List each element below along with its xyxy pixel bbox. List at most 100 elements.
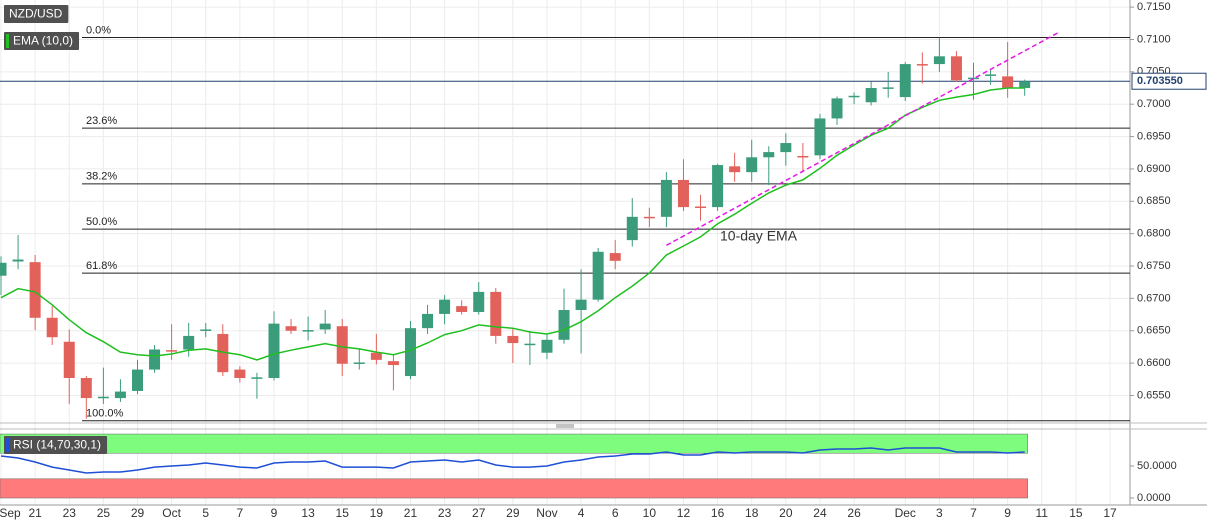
fib-label: 100.0%	[86, 408, 124, 420]
y-tick-label: 0.6850	[1137, 195, 1171, 207]
candle-body	[677, 179, 689, 208]
current-price-label: 0.703550	[1137, 75, 1183, 87]
candle-body	[97, 396, 109, 399]
y-tick-label: 0.6700	[1137, 292, 1171, 304]
fib-label: 61.8%	[86, 260, 117, 272]
candle-body	[524, 343, 536, 346]
indicator-line	[0, 447, 1025, 474]
candle-body	[251, 377, 263, 379]
x-tick-label: 7	[970, 506, 977, 520]
x-tick-label: 9	[271, 506, 278, 520]
candle-body	[456, 306, 468, 312]
x-tick-label: 24	[813, 506, 827, 520]
candle-body	[370, 352, 382, 360]
x-tick-label: 27	[472, 506, 486, 520]
x-tick-label: 29	[506, 506, 520, 520]
candle-body	[234, 369, 246, 378]
y-tick-label: 0.6550	[1137, 389, 1171, 401]
x-tick-label: 15	[1069, 506, 1083, 520]
candle-body	[558, 310, 570, 340]
candle-body	[695, 206, 707, 208]
x-tick-label: 16	[711, 506, 725, 520]
candle-body	[80, 377, 92, 399]
candle-body	[968, 77, 980, 80]
candle-body	[63, 341, 75, 378]
y-tick-label: 0.6800	[1137, 228, 1171, 240]
candle-body	[814, 118, 826, 156]
legend-item: NZD/USD	[4, 5, 69, 23]
y-tick-label: 0.7000	[1137, 98, 1171, 110]
legend-item: EMA (10,0)	[4, 32, 80, 50]
fib-label: 23.6%	[86, 115, 117, 127]
x-tick-label: 17	[1103, 506, 1117, 520]
rsi-band	[0, 478, 1028, 499]
candle-body	[780, 143, 792, 153]
candle-body	[797, 155, 809, 158]
y-tick-label: 0.6950	[1137, 130, 1171, 142]
y-tick-label: 0.6600	[1137, 357, 1171, 369]
candle-body	[404, 328, 416, 377]
current-price-box	[1131, 72, 1207, 90]
x-tick-label: Dec	[895, 506, 916, 520]
x-tick-label: 19	[370, 506, 384, 520]
candle-body	[933, 56, 945, 65]
candle-body	[490, 291, 502, 336]
fib-label: 38.2%	[86, 171, 117, 183]
candle-body	[114, 391, 126, 399]
x-tick-label: 3	[936, 506, 943, 520]
candle-body	[575, 299, 587, 311]
fib-label: 0.0%	[86, 24, 111, 36]
candle-body	[46, 317, 58, 338]
candle-body	[763, 152, 775, 158]
candle-body	[848, 95, 860, 98]
y-tick-label: 0.6650	[1137, 325, 1171, 337]
fib-label: 50.0%	[86, 216, 117, 228]
x-tick-label: 20	[779, 506, 793, 520]
candle-body	[729, 166, 741, 173]
x-tick-label: 13	[301, 506, 315, 520]
candle-body	[12, 259, 24, 262]
x-tick-label: 4	[578, 506, 585, 520]
candle-body	[1002, 76, 1014, 89]
x-tick-label: 23	[438, 506, 452, 520]
trend-line	[666, 31, 1060, 246]
y-tick-label: 0.6750	[1137, 260, 1171, 272]
candle-body	[200, 329, 212, 331]
x-tick-label: 5	[202, 506, 209, 520]
candle-body	[507, 335, 519, 344]
candle-body	[626, 216, 638, 241]
x-tick-label: 6	[612, 506, 619, 520]
x-tick-label: 23	[63, 506, 77, 520]
candle-body	[29, 262, 41, 318]
candle-body	[899, 64, 911, 98]
legend-marker	[6, 34, 9, 48]
y-tick-label: 0.0000	[1137, 492, 1171, 504]
x-tick-label: 7	[237, 506, 244, 520]
x-tick-label: 11	[1036, 506, 1049, 520]
candle-body	[131, 369, 143, 391]
x-tick-label: 9	[1004, 506, 1011, 520]
candle-body	[302, 330, 314, 332]
candle-body	[882, 87, 894, 89]
legend-label: RSI (14,70,30,1)	[13, 438, 101, 452]
candle-body	[353, 362, 365, 364]
candle-body	[439, 299, 451, 314]
y-tick-label: 0.7100	[1137, 33, 1171, 45]
y-tick-label: 0.6900	[1137, 163, 1171, 175]
x-tick-label: Sep	[0, 506, 21, 520]
candle-body	[0, 262, 7, 276]
x-tick-label: 26	[847, 506, 861, 520]
annotation: 10-day EMA	[720, 228, 798, 244]
y-tick-label: 0.7150	[1137, 1, 1171, 13]
candle-body	[712, 165, 724, 208]
x-tick-label: Oct	[162, 506, 181, 520]
x-tick-label: 29	[131, 506, 145, 520]
x-tick-label: Nov	[536, 506, 557, 520]
legend-label: NZD/USD	[9, 7, 63, 21]
candle-body	[592, 251, 604, 300]
candle-body	[746, 157, 758, 173]
candle-body	[387, 361, 399, 366]
drag-handle[interactable]	[556, 424, 574, 428]
legend-marker	[6, 438, 9, 452]
